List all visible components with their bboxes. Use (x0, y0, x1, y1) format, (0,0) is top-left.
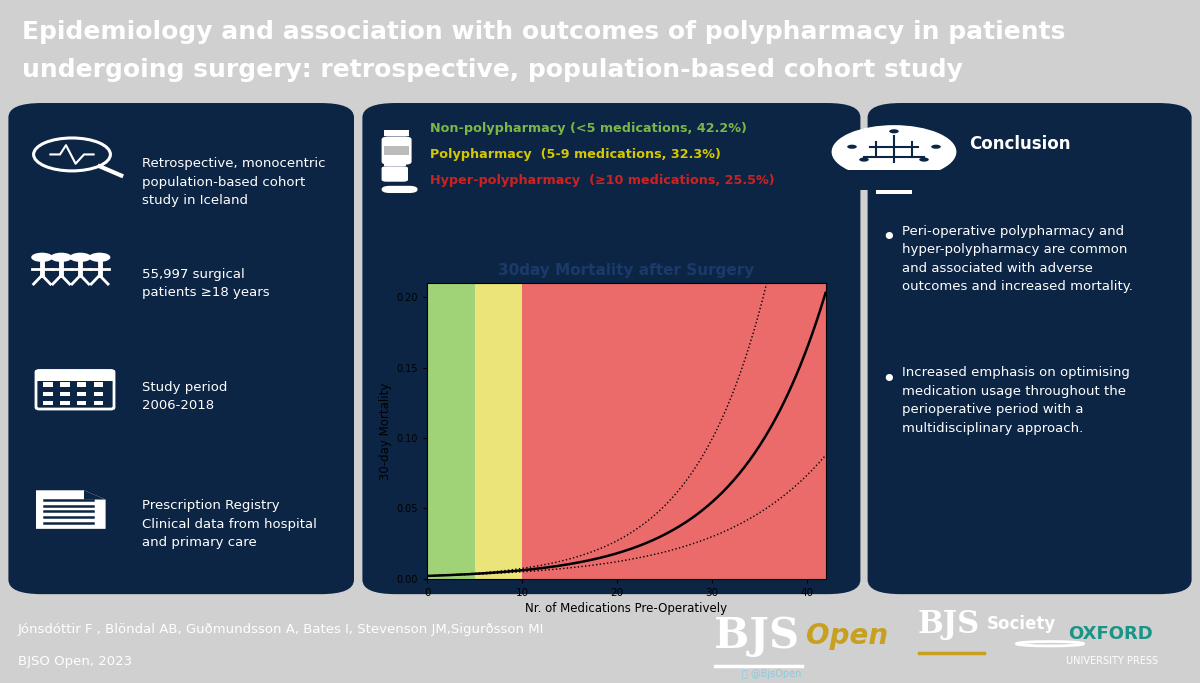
Text: Retrospective, monocentric
population-based cohort
study in Iceland: Retrospective, monocentric population-ba… (142, 157, 325, 207)
Bar (60, 391, 70, 396)
Bar (876, 181, 912, 194)
Circle shape (889, 129, 899, 133)
Title: 30day Mortality after Surgery: 30day Mortality after Surgery (498, 263, 755, 278)
Circle shape (859, 158, 869, 162)
Text: Non-polypharmacy (<5 medications, 42.2%): Non-polypharmacy (<5 medications, 42.2%) (430, 122, 746, 135)
Bar (43, 382, 53, 387)
Text: •: • (881, 368, 895, 392)
FancyBboxPatch shape (868, 103, 1192, 594)
Text: 🐦 @BjsOpen: 🐦 @BjsOpen (742, 669, 800, 679)
Text: UNIVERSITY PRESS: UNIVERSITY PRESS (1066, 656, 1158, 666)
Bar (77, 401, 86, 406)
Text: 55,997 surgical
patients ≥18 years: 55,997 surgical patients ≥18 years (142, 268, 269, 299)
Bar (832, 170, 956, 191)
Text: BJS: BJS (714, 615, 799, 657)
Text: undergoing surgery: retrospective, population-based cohort study: undergoing surgery: retrospective, popul… (22, 58, 962, 83)
X-axis label: Nr. of Medications Pre-Operatively: Nr. of Medications Pre-Operatively (526, 602, 727, 615)
Y-axis label: 30-day Mortality: 30-day Mortality (379, 382, 392, 479)
Circle shape (70, 253, 91, 262)
FancyBboxPatch shape (382, 186, 418, 193)
Text: Jónsdóttir F , Blöndal AB, Guðmundsson A, Bates I, Stevenson JM,Sigurðsson MI: Jónsdóttir F , Blöndal AB, Guðmundsson A… (18, 623, 545, 636)
Polygon shape (36, 490, 106, 529)
FancyBboxPatch shape (382, 137, 412, 165)
Bar (77, 382, 86, 387)
Bar (60, 401, 70, 406)
Circle shape (931, 145, 941, 149)
Text: OXFORD: OXFORD (1068, 626, 1153, 643)
Text: Peri-operative polypharmacy and
hyper-polypharmacy are common
and associated wit: Peri-operative polypharmacy and hyper-po… (902, 225, 1133, 294)
Bar (384, 130, 409, 137)
Text: Study period
2006-2018: Study period 2006-2018 (142, 380, 227, 413)
Bar (60, 382, 70, 387)
Circle shape (919, 158, 929, 162)
Bar (94, 401, 103, 406)
Text: BJS: BJS (918, 609, 980, 639)
Bar (94, 391, 103, 396)
Circle shape (832, 125, 956, 179)
Text: Conclusion: Conclusion (970, 135, 1072, 153)
Bar (474, 283, 522, 579)
Text: •: • (881, 227, 895, 251)
Bar (43, 391, 53, 396)
FancyBboxPatch shape (8, 103, 354, 594)
Circle shape (847, 145, 857, 149)
Bar (36, 370, 114, 381)
Bar (384, 162, 406, 166)
Text: Polypharmacy  (5-9 medications, 32.3%): Polypharmacy (5-9 medications, 32.3%) (430, 148, 720, 161)
Text: Hyper-polypharmacy  (≥10 medications, 25.5%): Hyper-polypharmacy (≥10 medications, 25.… (430, 173, 774, 186)
Text: Open: Open (806, 622, 888, 650)
Text: BJSO Open, 2023: BJSO Open, 2023 (18, 654, 132, 667)
Text: Prescription Registry
Clinical data from hospital
and primary care: Prescription Registry Clinical data from… (142, 499, 317, 549)
Circle shape (50, 253, 72, 262)
FancyBboxPatch shape (362, 103, 860, 594)
Bar (94, 382, 103, 387)
Text: Increased emphasis on optimising
medication usage throughout the
perioperative p: Increased emphasis on optimising medicat… (902, 366, 1130, 435)
Circle shape (89, 253, 110, 262)
Bar (43, 401, 53, 406)
Bar (522, 283, 826, 579)
FancyBboxPatch shape (382, 166, 408, 182)
Text: Epidemiology and association with outcomes of polypharmacy in patients: Epidemiology and association with outcom… (22, 20, 1064, 44)
Bar (384, 146, 409, 155)
Bar (77, 391, 86, 396)
Circle shape (31, 253, 53, 262)
Bar (427, 283, 474, 579)
Text: Society: Society (986, 615, 1056, 633)
Polygon shape (84, 490, 106, 499)
